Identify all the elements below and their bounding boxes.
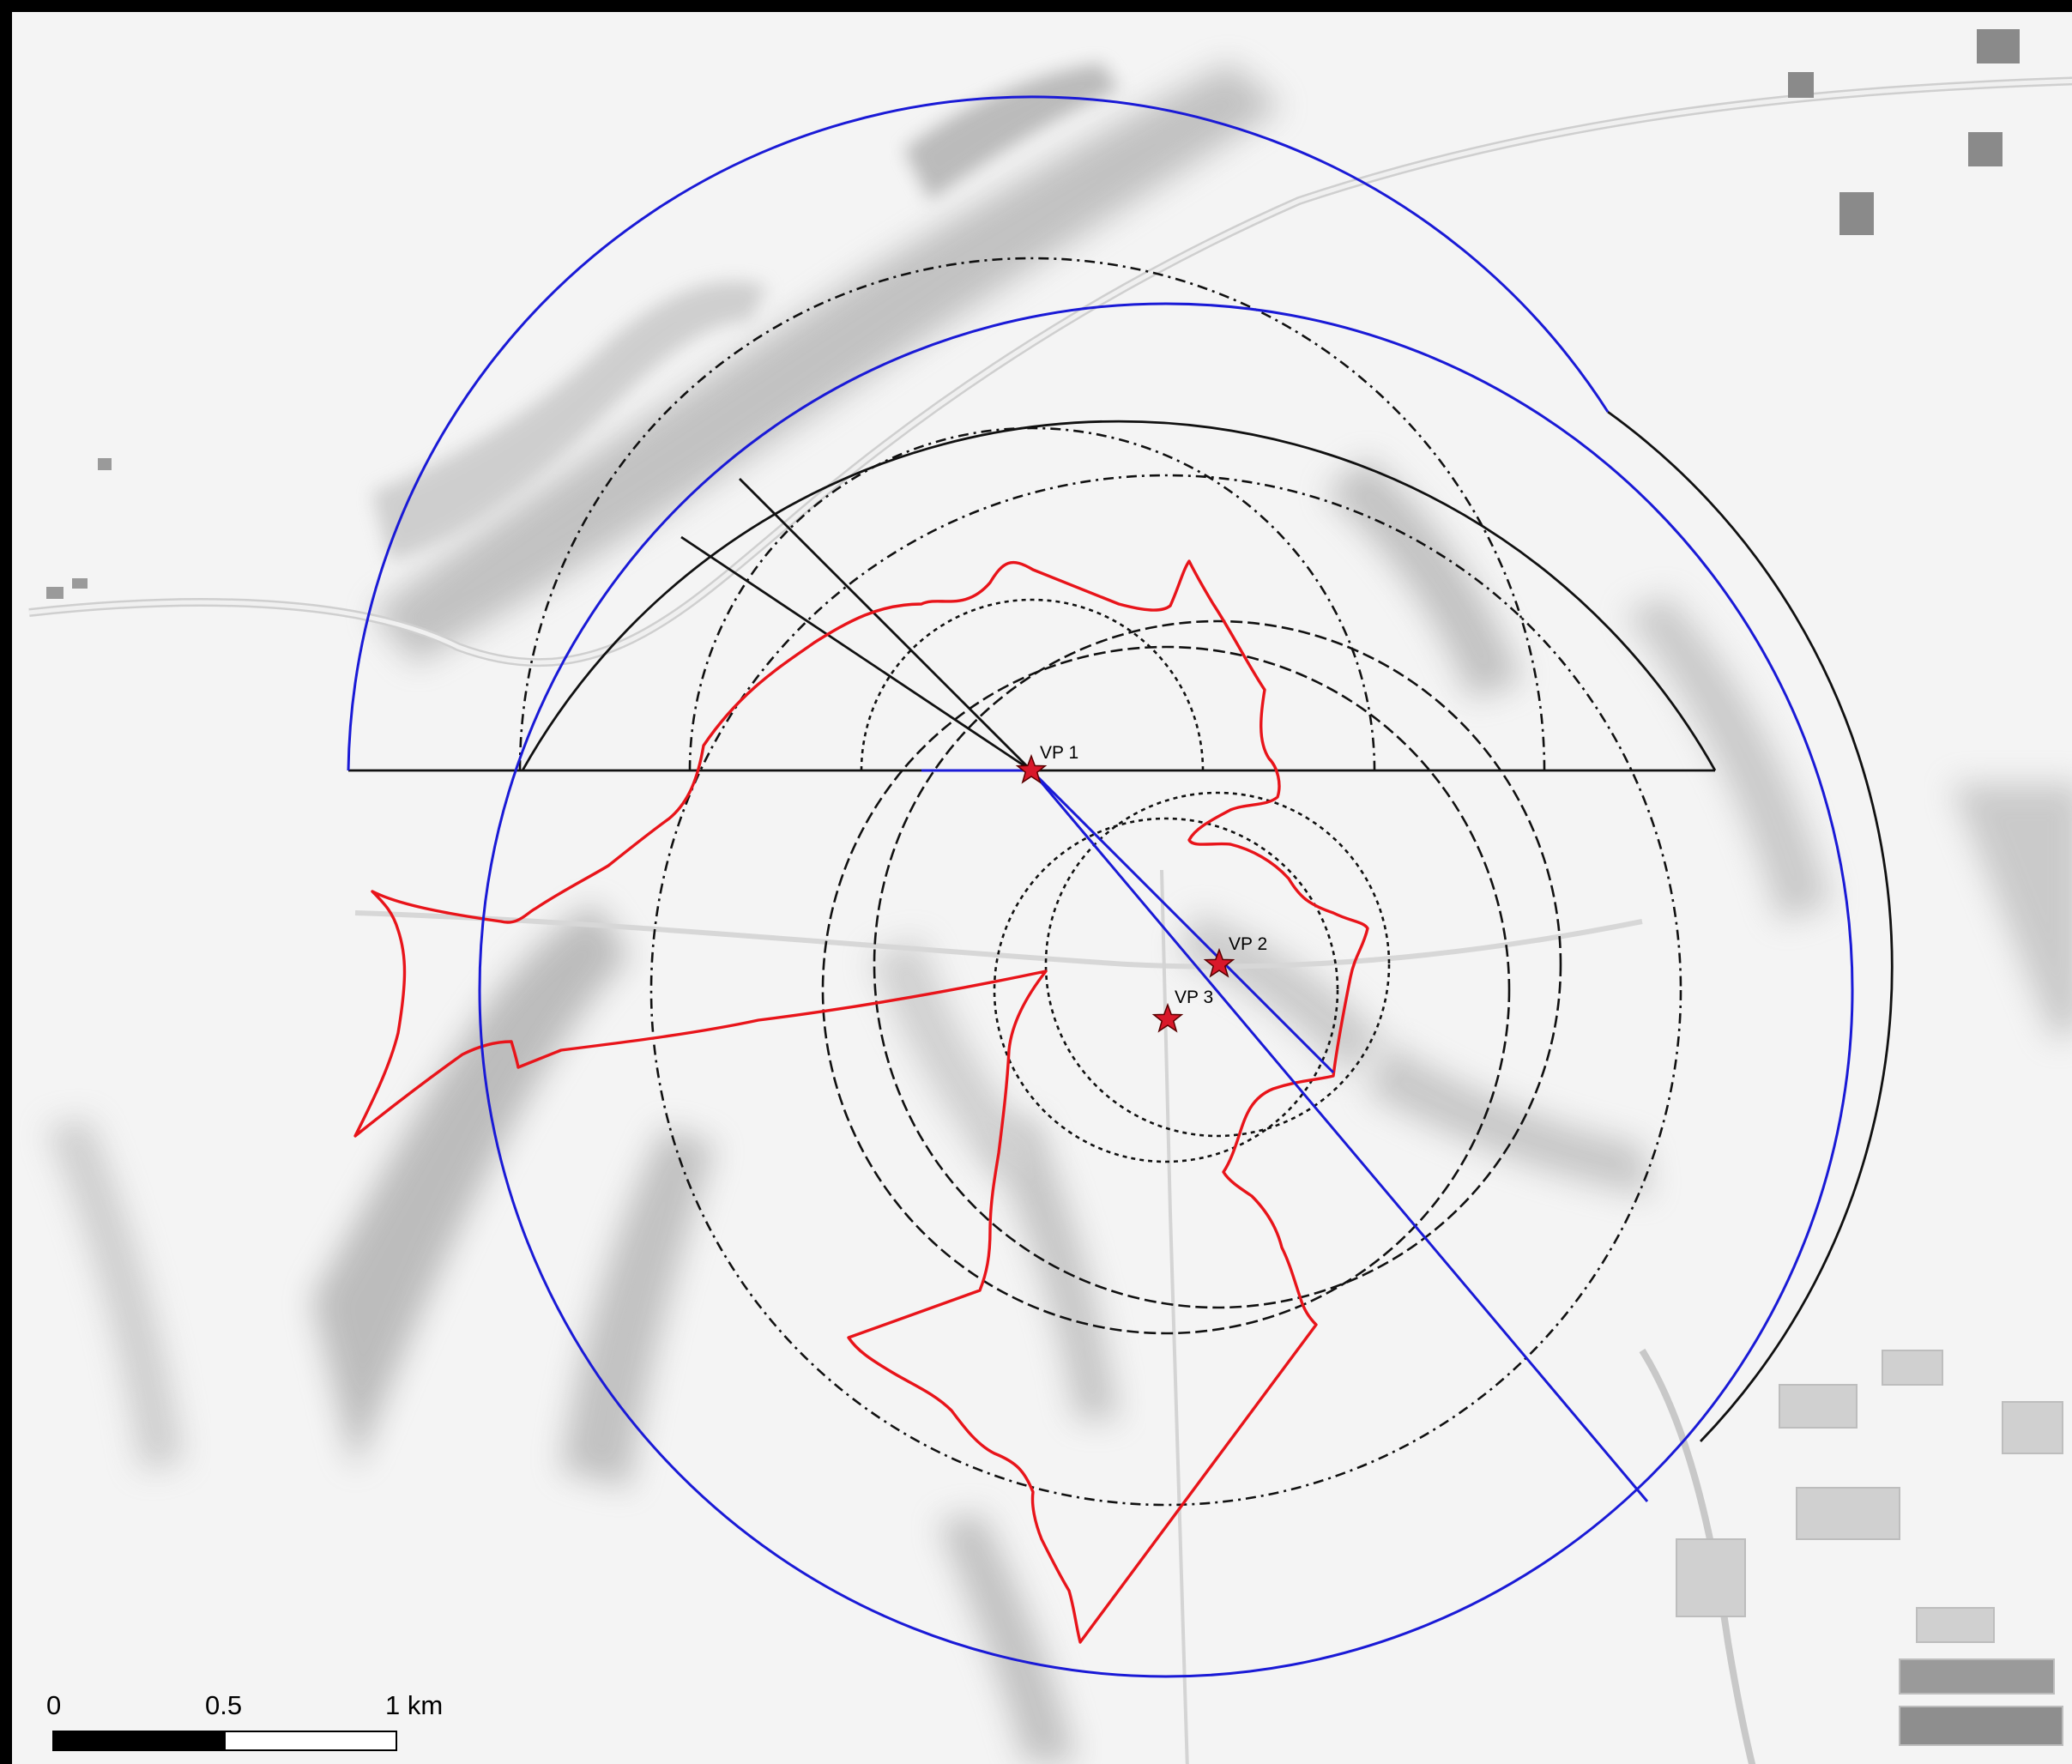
- slope-east-edge: [1951, 784, 2072, 1042]
- sector-diagonal-2: [739, 478, 1032, 771]
- viewpoint-vp3[interactable]: VP 3: [1153, 988, 1213, 1032]
- slope-west-edge: [46, 1119, 184, 1471]
- viewpoints[interactable]: VP 1 VP 2 VP 3: [1017, 743, 1267, 1032]
- ring-center-middle: [821, 645, 1511, 1335]
- slope-southwest-1: [312, 904, 630, 1471]
- vp3-label: VP 3: [1175, 988, 1213, 1007]
- ring-vp2-small: [1044, 791, 1391, 1138]
- building-block: [1796, 1487, 1900, 1540]
- buffer-layer: [347, 95, 1854, 1678]
- building-block: [1899, 1658, 2055, 1695]
- building-block: [46, 587, 63, 599]
- map-canvas[interactable]: VP 1 VP 2 VP 3 0 0.5 1 km: [12, 12, 2072, 1764]
- slope-east-1: [1325, 458, 1522, 698]
- main-road-north-inner: [28, 78, 2072, 665]
- settlement-west: [46, 458, 112, 599]
- settlement-northeast: [1788, 29, 2020, 235]
- ring-vp2-mid: [873, 619, 1562, 1309]
- building-block: [1968, 132, 2003, 166]
- slope-south-1: [982, 1119, 1119, 1419]
- valley-west: [372, 281, 767, 561]
- building-block: [1916, 1607, 1995, 1643]
- terrain-hillshade: [46, 63, 2072, 1762]
- building-block: [72, 578, 88, 589]
- building-block: [1977, 29, 2020, 63]
- building-block: [2002, 1401, 2063, 1454]
- ring-vp1-middle: [688, 426, 1376, 771]
- ring-center-inner: [993, 817, 1339, 1163]
- building-block: [1882, 1350, 1943, 1386]
- slope-far-south: [939, 1513, 1076, 1762]
- building-block: [1788, 72, 1814, 98]
- building-block: [1779, 1384, 1858, 1429]
- ridge-north: [372, 63, 1282, 664]
- viewpoint-vp2[interactable]: VP 2: [1205, 934, 1267, 977]
- scale-segment-black: [52, 1731, 226, 1751]
- ring-center-outer: [649, 474, 1682, 1507]
- building-block: [1899, 1706, 2063, 1746]
- road-center: [354, 910, 1643, 970]
- buffer-top-arc: [347, 95, 1610, 771]
- scale-label-0: 0: [46, 1690, 61, 1720]
- slope-east-2: [1368, 1042, 1651, 1196]
- ring-vp1-inner: [860, 598, 1205, 771]
- sector-half-circle: [521, 420, 1717, 771]
- roads-layer: [28, 76, 2072, 1764]
- building-block: [98, 458, 112, 470]
- vp3-star-icon[interactable]: [1153, 1004, 1182, 1032]
- building-block: [1839, 192, 1874, 235]
- road-vertical: [1160, 869, 1189, 1764]
- scale-label-half: 0.5: [205, 1690, 242, 1720]
- scale-label-1km: 1 km: [385, 1690, 443, 1720]
- site-boundary: [353, 559, 1369, 1644]
- scale-bar: 0 0.5 1 km: [46, 1690, 443, 1751]
- scale-segment-white: [224, 1731, 397, 1751]
- building-block: [1676, 1538, 1746, 1617]
- viewpoint-vp1[interactable]: VP 1: [1017, 743, 1078, 783]
- slope-east-3: [1625, 595, 1831, 921]
- buffer-axis-offset: [1030, 769, 1335, 1074]
- settlement-southeast: [1676, 1350, 2063, 1746]
- sector-arc-lower: [1607, 410, 1894, 1442]
- sector-diagonal-1: [680, 535, 1032, 772]
- vp1-label: VP 1: [1040, 743, 1078, 763]
- vp2-label: VP 2: [1229, 934, 1267, 954]
- slope-center: [870, 939, 1042, 1179]
- slope-southwest-2: [561, 1127, 716, 1488]
- buffer-circle: [478, 302, 1854, 1678]
- slope-center-east: [1179, 913, 1385, 1076]
